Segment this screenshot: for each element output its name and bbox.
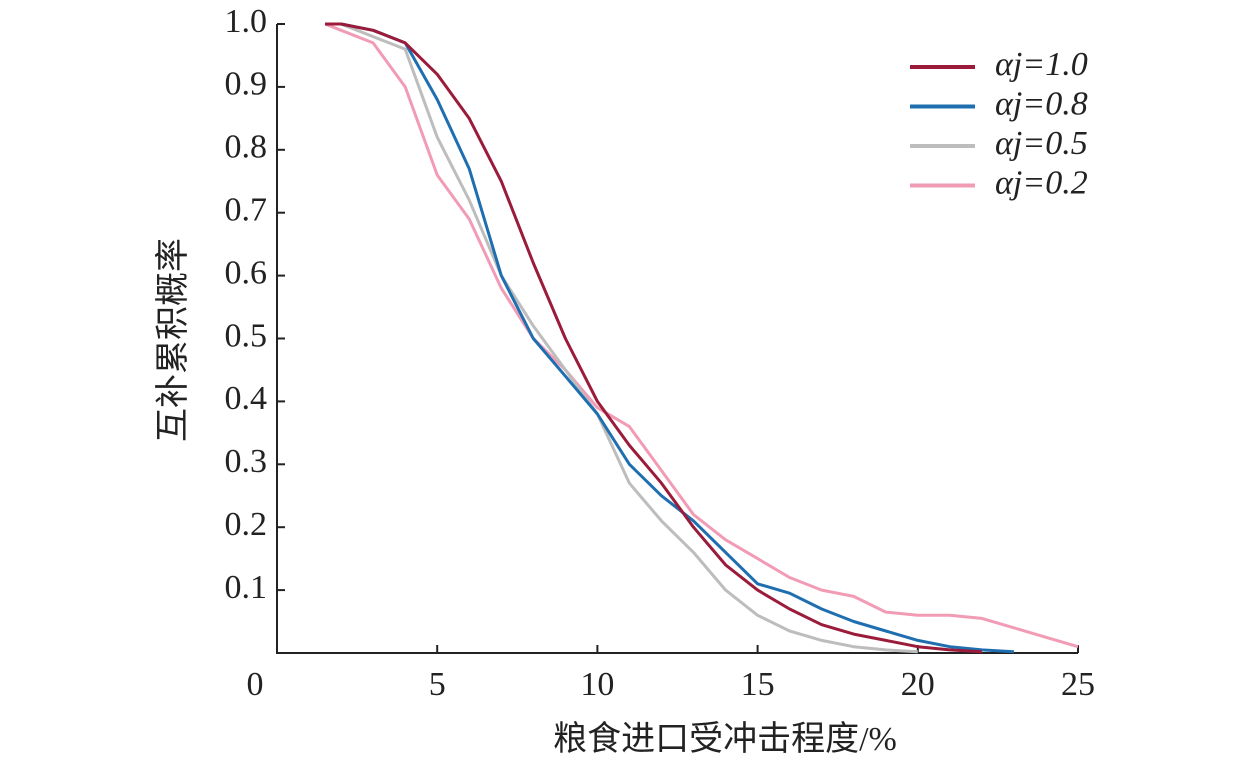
x-axis-label: 粮食进口受冲击程度/%	[553, 720, 897, 758]
y-tick-label: 0.1	[225, 569, 268, 606]
series-line	[325, 22, 1014, 654]
y-tick-label: 1.0	[225, 3, 268, 40]
y-tick-label: 0.6	[225, 254, 268, 291]
y-tick-label: 0.3	[225, 443, 268, 480]
y-tick-label: 0.7	[225, 191, 268, 228]
series-line	[325, 22, 982, 654]
y-axis-label: 互补累积概率	[154, 238, 192, 442]
y-tick-label: 0.8	[225, 129, 268, 166]
legend-label: αj=0.2	[995, 164, 1088, 201]
y-tick-label: 0.5	[225, 317, 268, 354]
series-line	[324, 22, 1079, 649]
legend-label: αj=0.5	[995, 125, 1088, 162]
legend-label: αj=0.8	[995, 85, 1088, 122]
x-tick-label: 15	[741, 666, 775, 703]
x-tick-label: 0	[247, 666, 264, 703]
series-line	[325, 22, 918, 654]
y-tick-label: 0.2	[225, 506, 268, 543]
y-tick-label: 0.9	[225, 66, 268, 103]
axes	[276, 24, 1078, 654]
x-tick-label: 10	[580, 666, 614, 703]
x-tick-label: 5	[429, 666, 446, 703]
x-tick-label: 20	[901, 666, 935, 703]
x-tick-label: 25	[1061, 666, 1095, 703]
legend-label: αj=1.0	[995, 46, 1088, 83]
y-tick-label: 0.4	[225, 380, 268, 417]
